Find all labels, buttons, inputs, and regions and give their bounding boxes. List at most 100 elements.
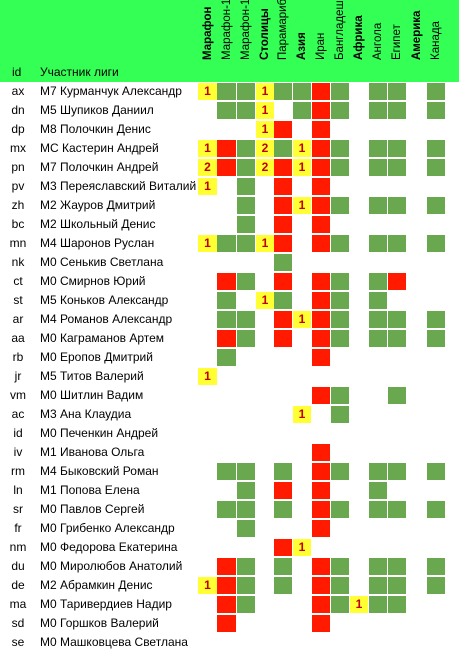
- column-header: Марафон-11: [237, 0, 255, 76]
- table-row: ac M3 Ана Клаудиа 1: [0, 405, 459, 424]
- result-cell-green: [427, 159, 445, 176]
- result-cell-green: [237, 330, 255, 347]
- row-id: zh: [11, 198, 25, 212]
- column-header: Бангладеш: [331, 0, 349, 76]
- table-row: st M5 Коньков Александр 1: [0, 291, 459, 310]
- row-id: nm: [9, 540, 27, 554]
- row-id: dn: [11, 103, 25, 117]
- result-cell-green: [369, 140, 387, 157]
- result-cell-red: [312, 520, 330, 537]
- result-cell-green: [274, 292, 292, 309]
- participant-name: M1 Попова Елена: [40, 483, 140, 497]
- result-cell-red: [217, 596, 236, 613]
- result-cell-green: [217, 235, 236, 252]
- result-cell-red: [312, 349, 330, 366]
- participant-name: M4 Романов Александр: [40, 312, 173, 326]
- participant-name: M0 Федорова Екатерина: [40, 540, 178, 554]
- result-cell-green: [237, 311, 255, 328]
- result-cell-red: [312, 444, 330, 461]
- result-cell-rank: 1: [293, 539, 311, 556]
- column-header: Ангола: [369, 2, 387, 76]
- row-id: jr: [14, 369, 22, 383]
- participant-name: M5 Коньков Александр: [40, 293, 169, 307]
- result-cell-red: [312, 463, 330, 480]
- result-cell-rank: 1: [198, 577, 217, 594]
- column-header: Египет: [388, 2, 406, 76]
- participant-name: M0 Миролюбов Анатолий: [40, 559, 183, 573]
- result-cell-green: [217, 102, 236, 119]
- result-cell-green: [388, 197, 406, 214]
- result-cell-red: [312, 501, 330, 518]
- row-id: nk: [11, 255, 25, 269]
- table-header: id Участник лиги Марафон Марафон-10 Марафо…: [0, 0, 459, 82]
- row-id: ct: [13, 274, 23, 288]
- row-id: se: [11, 635, 25, 649]
- table-row: jr M5 Титов Валерий 1: [0, 367, 459, 386]
- result-cell-red: [312, 140, 330, 157]
- column-header: Столицы: [256, 2, 274, 76]
- result-cell-green: [427, 235, 445, 252]
- result-cell-green: [237, 482, 255, 499]
- row-id: ma: [9, 597, 27, 611]
- row-id: pn: [11, 160, 25, 174]
- result-cell-red: [274, 121, 292, 138]
- result-cell-red: [312, 330, 330, 347]
- column-header-label: Египет: [391, 24, 403, 60]
- result-cell-green: [369, 463, 387, 480]
- column-header-label: Бангладеш: [334, 0, 346, 60]
- result-cell-red: [312, 596, 330, 613]
- result-cell-green: [274, 577, 292, 594]
- result-cell-green: [369, 330, 387, 347]
- result-cell-green: [427, 577, 445, 594]
- participant-name: M0 Каграманов Артем: [40, 331, 165, 345]
- table-row: nm M0 Федорова Екатерина 1: [0, 538, 459, 557]
- result-cell-rank: 1: [293, 159, 311, 176]
- result-cell-green: [217, 501, 236, 518]
- result-cell-red: [274, 273, 292, 290]
- participant-name: M0 Смирнов Юрий: [40, 274, 146, 288]
- result-cell-red: [274, 178, 292, 195]
- result-cell-rank: 1: [198, 368, 217, 385]
- result-cell-rank: 1: [293, 140, 311, 157]
- result-cell-green: [274, 254, 292, 271]
- participant-name: M4 Шаронов Руслан: [40, 236, 155, 250]
- result-cell-red: [312, 178, 330, 195]
- column-header: Марафон: [198, 2, 217, 76]
- column-header-label: Парамарибо: [277, 0, 289, 60]
- result-cell-rank: 2: [256, 159, 274, 176]
- table-row: id M0 Печенкин Андрей: [0, 424, 459, 443]
- row-id: ln: [13, 483, 23, 497]
- result-cell-red: [274, 539, 292, 556]
- participant-name: M4 Быковский Роман: [40, 464, 159, 478]
- table-row: aa M0 Каграманов Артем: [0, 329, 459, 348]
- result-cell-green: [388, 102, 406, 119]
- result-cell-red: [312, 102, 330, 119]
- result-cell-red: [274, 216, 292, 233]
- column-header-label: Столицы: [259, 8, 271, 60]
- result-cell-red: [274, 330, 292, 347]
- participant-name: M7 Полочкин Андрей: [40, 160, 159, 174]
- result-cell-rank: 1: [256, 102, 274, 119]
- result-cell-red: [312, 482, 330, 499]
- table-row: du M0 Миролюбов Анатолий: [0, 557, 459, 576]
- result-cell-red: [217, 577, 236, 594]
- result-cell-green: [369, 596, 387, 613]
- result-cell-green: [427, 197, 445, 214]
- result-cell-green: [331, 159, 349, 176]
- result-cell-green: [237, 463, 255, 480]
- result-cell-rank: 1: [256, 292, 274, 309]
- result-cell-green: [331, 558, 349, 575]
- participant-name: M0 Грибенко Александр: [40, 521, 175, 535]
- result-cell-green: [369, 273, 387, 290]
- result-cell-green: [274, 558, 292, 575]
- result-cell-red: [312, 235, 330, 252]
- row-id: vm: [10, 388, 26, 402]
- row-id: sd: [11, 616, 25, 630]
- result-cell-green: [388, 387, 406, 404]
- row-id: ac: [11, 407, 25, 421]
- result-cell-green: [331, 140, 349, 157]
- result-cell-red: [312, 273, 330, 290]
- column-header-label: Америка: [410, 10, 423, 60]
- participant-name: M3 Ана Клаудиа: [40, 407, 132, 421]
- result-cell-green: [388, 501, 406, 518]
